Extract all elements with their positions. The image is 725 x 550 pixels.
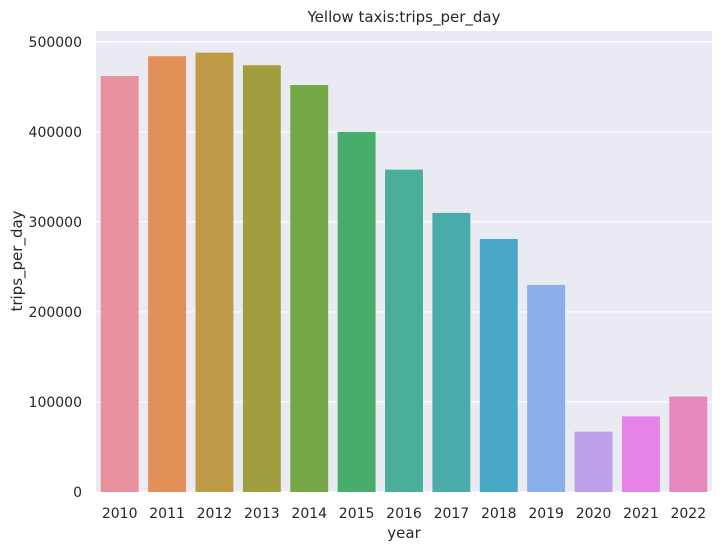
bar-2011 [148,56,187,492]
x-tick-label: 2016 [386,506,422,522]
bar-2013 [242,65,281,492]
bar-2022 [669,396,708,492]
y-tick-label: 200000 [29,305,82,321]
x-tick-label: 2011 [149,506,185,522]
x-tick-label: 2022 [670,506,706,522]
x-tick-labels: 2010 2011 2012 2013 2014 2015 2016 2017 2018 2019… [102,506,706,522]
x-tick-label: 2017 [434,506,470,522]
bar-2020 [574,431,613,492]
y-tick-label: 500000 [29,35,82,51]
x-axis-title: year [387,524,421,542]
bar-2019 [527,284,566,492]
bar-2015 [337,131,376,492]
bars [100,52,708,492]
bar-2021 [621,416,660,492]
y-axis-title: trips_per_day [8,210,27,311]
x-tick-label: 2020 [576,506,612,522]
chart-title: Yellow taxis:trips_per_day [307,8,501,27]
y-tick-label: 300000 [29,215,82,231]
x-tick-label: 2012 [197,506,233,522]
y-tick-label: 0 [73,485,82,501]
y-tick-labels: 0 100000 200000 300000 400000 500000 [29,35,82,501]
x-tick-label: 2013 [244,506,280,522]
x-tick-label: 2010 [102,506,138,522]
bar-2010 [100,76,139,492]
y-tick-label: 100000 [29,395,82,411]
bar-2012 [195,52,234,492]
bar-2016 [385,169,423,492]
bar-2017 [432,212,471,492]
bar-2018 [479,238,518,492]
x-tick-label: 2014 [291,506,327,522]
x-tick-label: 2019 [528,506,564,522]
x-tick-label: 2018 [481,506,517,522]
x-tick-label: 2021 [623,506,659,522]
bar-2014 [290,85,329,492]
y-tick-label: 400000 [29,125,82,141]
x-tick-label: 2015 [339,506,375,522]
